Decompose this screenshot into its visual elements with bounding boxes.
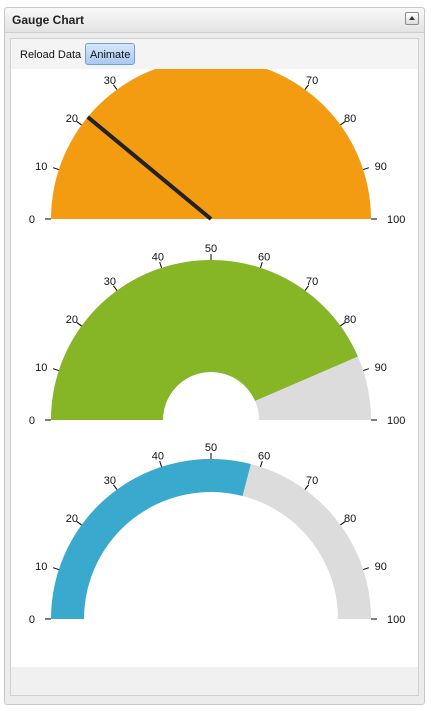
gauge-2-tick-label-100: 100 — [387, 415, 405, 427]
gauge-3-tick-60 — [259, 460, 263, 467]
gauge-2-tick-label-90: 90 — [375, 362, 387, 374]
gauge-2-tick-10 — [52, 368, 59, 372]
gauge-3-tick-10 — [52, 567, 59, 571]
gauge-3-tick-label-90: 90 — [375, 561, 387, 573]
gauge-2-tick-70 — [304, 285, 309, 291]
gauge-3-tick-20 — [76, 521, 82, 526]
gauge-1-tick-10 — [52, 167, 59, 171]
gauge-2-tick-90 — [363, 368, 370, 372]
gauge-3-value-arc — [51, 458, 251, 619]
gauge-3-tick-label-60: 60 — [258, 450, 270, 462]
chevron-up-icon — [409, 16, 415, 20]
gauge-3-tick-label-100: 100 — [387, 614, 405, 626]
gauge-1-tick-20 — [76, 121, 82, 126]
gauge-3-tick-40 — [159, 460, 163, 467]
gauge-chart-panel: Gauge Chart Reload Data Animate 0 10 20 30 4… — [4, 7, 425, 705]
gauge-1-tick-label-10: 10 — [35, 161, 47, 173]
reload-data-button[interactable]: Reload Data — [20, 49, 82, 61]
gauge-1-tick-label-20: 20 — [66, 113, 78, 125]
toolbar: Reload Data Animate — [11, 39, 418, 70]
gauge-1-tick-80 — [340, 121, 346, 126]
gauge-1-tick-70 — [304, 84, 309, 90]
gauge-2-tick-30 — [113, 285, 118, 291]
gauge-3-tick-label-10: 10 — [35, 561, 47, 573]
gauge-2-tick-label-20: 20 — [66, 314, 78, 326]
gauge-1-tick-label-0: 0 — [29, 214, 35, 226]
gauge-2-tick-40 — [159, 261, 163, 268]
gauge-2-tick-label-0: 0 — [29, 415, 35, 427]
panel-header: Gauge Chart — [5, 8, 424, 33]
panel-title: Gauge Chart — [12, 13, 85, 27]
gauge-2-tick-20 — [76, 322, 82, 327]
gauge-3-tick-label-70: 70 — [306, 475, 318, 487]
gauge-2-tick-label-70: 70 — [306, 276, 318, 288]
gauge-charts: 0102030405060708090100010203040506070809… — [29, 42, 405, 626]
gauge-3-tick-80 — [340, 521, 346, 526]
gauge-3-tick-70 — [304, 484, 309, 490]
gauge-1-tick-label-70: 70 — [306, 75, 318, 87]
gauge-1-tick-label-90: 90 — [375, 161, 387, 173]
gauge-2-tick-label-80: 80 — [344, 314, 356, 326]
gauge-2-tick-label-60: 60 — [258, 251, 270, 263]
gauge-1-band — [51, 59, 371, 219]
collapse-button[interactable] — [405, 12, 419, 25]
gauge-3-tick-label-0: 0 — [29, 614, 35, 626]
gauge-3-tick-label-20: 20 — [66, 513, 78, 525]
gauge-1-needle — [86, 115, 213, 221]
chart-area: 0102030405060708090100010203040506070809… — [11, 42, 418, 667]
gauge-3-tick-label-80: 80 — [344, 513, 356, 525]
gauge-2-tick-label-30: 30 — [104, 276, 116, 288]
gauge-1-tick-label-80: 80 — [344, 113, 356, 125]
panel-body: Reload Data Animate 0 10 20 30 40 50 60 70 80 90 1… — [10, 38, 419, 696]
gauge-2-tick-label-50: 50 — [205, 243, 217, 255]
gauge-3-tick-90 — [363, 567, 370, 571]
gauge-3-tick-label-40: 40 — [152, 450, 164, 462]
gauge-2-tick-label-40: 40 — [152, 251, 164, 263]
gauge-3-tick-label-50: 50 — [205, 442, 217, 454]
gauge-2-value-arc — [51, 260, 358, 420]
animate-button[interactable]: Animate — [85, 43, 136, 65]
gauge-1-tick-label-100: 100 — [387, 214, 405, 226]
gauge-2-tick-80 — [340, 322, 346, 327]
gauge-3-tick-label-30: 30 — [104, 475, 116, 487]
gauge-2-tick-60 — [259, 261, 263, 268]
gauge-1-tick-30 — [113, 84, 118, 90]
gauge-2-tick-label-10: 10 — [35, 362, 47, 374]
gauge-3-tick-30 — [113, 484, 118, 490]
gauge-1-tick-90 — [363, 167, 370, 171]
gauge-1-tick-label-30: 30 — [104, 75, 116, 87]
